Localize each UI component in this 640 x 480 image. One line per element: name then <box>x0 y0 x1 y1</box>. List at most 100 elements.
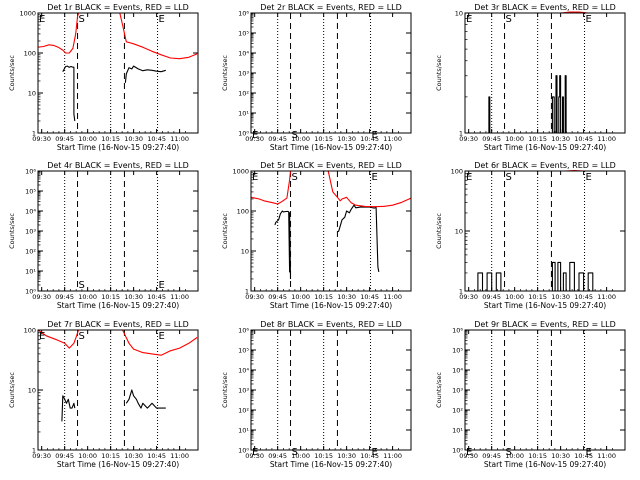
x-tick-label: 09:45 <box>268 452 287 460</box>
y-tick-label: 10 <box>241 248 249 256</box>
marker-label: E <box>372 130 378 141</box>
y-axis-label: Counts/sec <box>221 55 229 91</box>
x-tick-label: 10:00 <box>505 452 524 460</box>
marker-label: E <box>466 14 472 25</box>
chart-title: Det 4r BLACK = Events, RED = LLD <box>47 161 189 170</box>
x-axis-label: Start Time (16-Nov-15 09:27:40) <box>57 143 179 152</box>
y-axis-label: Counts/sec <box>221 372 229 408</box>
y-tick-label: 10 <box>455 10 463 18</box>
x-tick-label: 11:00 <box>383 293 402 301</box>
y-tick-label: 10 <box>28 387 36 395</box>
marker-label: S <box>79 331 85 342</box>
y-tick-label: 10⁵ <box>452 347 463 355</box>
x-tick-label: 09:30 <box>459 293 478 301</box>
marker-label: E <box>39 14 45 25</box>
y-tick-label: 10¹ <box>25 268 36 276</box>
y-tick-label: 10³ <box>452 387 463 395</box>
plot-frame <box>464 329 626 451</box>
x-axis-label: Start Time (16-Nov-15 09:27:40) <box>270 301 392 310</box>
x-tick-label: 09:30 <box>32 293 51 301</box>
y-tick-label: 10⁴ <box>238 367 249 375</box>
y-tick-label: 10¹ <box>452 427 463 435</box>
lld-series-line <box>122 329 198 356</box>
y-tick-label: 10² <box>25 248 36 256</box>
y-tick-label: 10⁰ <box>25 288 36 296</box>
y-tick-label: 100 <box>24 50 36 58</box>
y-tick-label: 1 <box>245 288 249 296</box>
x-tick-label: 10:30 <box>337 293 356 301</box>
x-tick-label: 11:00 <box>170 452 189 460</box>
x-tick-label: 10:00 <box>505 135 524 143</box>
y-axis-label: Counts/sec <box>8 213 16 249</box>
marker-label: E <box>466 447 472 458</box>
x-tick-label: 09:30 <box>245 293 264 301</box>
y-tick-label: 10³ <box>25 228 36 236</box>
x-tick-label: 10:00 <box>505 293 524 301</box>
marker-label: E <box>586 14 592 25</box>
y-tick-label: 10⁴ <box>25 208 36 216</box>
marker-label: E <box>252 130 258 141</box>
x-tick-label: 09:30 <box>245 452 264 460</box>
events-series-line <box>551 75 567 134</box>
x-tick-label: 10:15 <box>314 452 333 460</box>
x-axis-label: Start Time (16-Nov-15 09:27:40) <box>57 301 179 310</box>
y-tick-label: 1 <box>459 288 463 296</box>
lld-series-line <box>37 329 80 349</box>
chart-title: Det 2r BLACK = Events, RED = LLD <box>260 3 402 12</box>
lld-series-line <box>119 12 198 60</box>
x-tick-label: 10:30 <box>551 135 570 143</box>
x-tick-label: 10:45 <box>147 135 166 143</box>
x-tick-label: 09:45 <box>482 452 501 460</box>
lld-series-line <box>250 170 292 205</box>
panel-det-1r: Det 1r BLACK = Events, RED = LLD Counts/s… <box>8 3 199 152</box>
plot-frame <box>464 12 626 134</box>
y-tick-label: 10⁶ <box>238 10 249 18</box>
x-axis-label: Start Time (16-Nov-15 09:27:40) <box>270 460 392 469</box>
marker-label: E <box>159 14 165 25</box>
y-axis-label: Counts/sec <box>8 55 16 91</box>
chart-title: Det 9r BLACK = Events, RED = LLD <box>474 320 616 329</box>
x-tick-label: 10:15 <box>101 135 120 143</box>
x-tick-label: 09:45 <box>55 452 74 460</box>
x-tick-label: 10:15 <box>528 293 547 301</box>
x-tick-label: 10:30 <box>337 135 356 143</box>
plot-frame <box>37 329 199 451</box>
chart-title: Det 5r BLACK = Events, RED = LLD <box>260 161 402 170</box>
chart-title: Det 8r BLACK = Events, RED = LLD <box>260 320 402 329</box>
marker-label: E <box>586 172 592 183</box>
marker-label: S <box>292 447 298 458</box>
y-tick-label: 1 <box>32 447 36 455</box>
events-series-line <box>61 395 76 422</box>
y-tick-label: 10¹ <box>238 427 249 435</box>
x-tick-label: 10:30 <box>337 452 356 460</box>
marker-label: E <box>586 447 592 458</box>
plot-frame <box>37 12 199 134</box>
x-tick-label: 11:00 <box>170 293 189 301</box>
x-tick-label: 10:30 <box>124 293 143 301</box>
x-tick-label: 11:00 <box>597 293 616 301</box>
x-tick-label: 10:15 <box>528 452 547 460</box>
y-tick-label: 10 <box>455 228 463 236</box>
x-tick-label: 10:00 <box>78 452 97 460</box>
events-series-line <box>337 204 380 272</box>
chart-title: Det 7r BLACK = Events, RED = LLD <box>47 320 189 329</box>
y-axis-label: Counts/sec <box>221 213 229 249</box>
x-tick-label: 10:45 <box>574 293 593 301</box>
x-tick-label: 11:00 <box>597 452 616 460</box>
x-tick-label: 10:00 <box>291 293 310 301</box>
x-tick-label: 10:30 <box>124 135 143 143</box>
y-tick-label: 10⁵ <box>238 30 249 38</box>
x-tick-label: 09:30 <box>32 135 51 143</box>
x-tick-label: 11:00 <box>383 135 402 143</box>
y-axis-label: Counts/sec <box>435 213 443 249</box>
marker-label: S <box>506 447 512 458</box>
x-tick-label: 10:00 <box>78 135 97 143</box>
plot-frame <box>250 329 412 451</box>
y-tick-label: 10⁶ <box>452 327 463 335</box>
x-tick-label: 10:45 <box>147 452 166 460</box>
x-tick-label: 10:45 <box>360 293 379 301</box>
x-tick-label: 09:45 <box>482 135 501 143</box>
y-tick-label: 10⁶ <box>238 327 249 335</box>
x-tick-label: 11:00 <box>597 135 616 143</box>
